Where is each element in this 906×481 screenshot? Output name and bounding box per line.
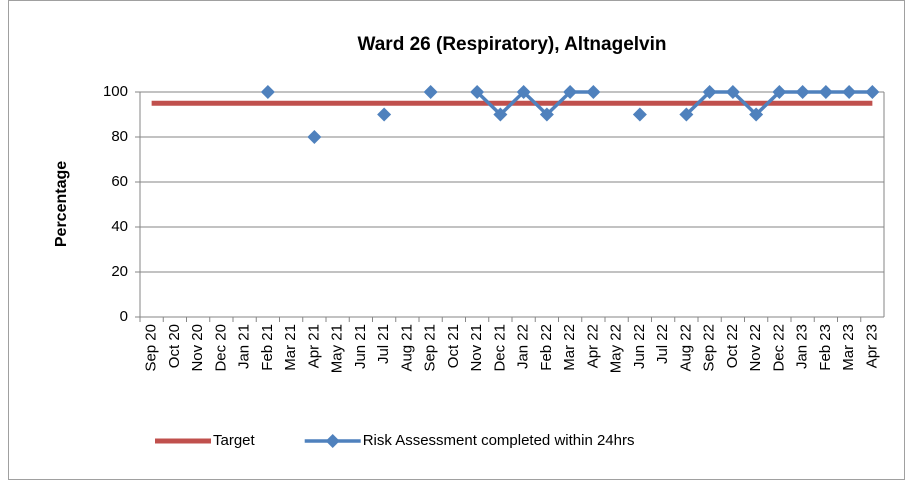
x-tick-label: Mar 22 (561, 324, 578, 371)
x-tick-label: Nov 20 (189, 324, 206, 372)
x-tick-label: Oct 22 (724, 324, 741, 368)
marker (749, 107, 764, 122)
y-tick-label: 80 (111, 128, 128, 145)
y-axis-label: Percentage (53, 161, 70, 247)
x-tick-label: Nov 22 (747, 324, 764, 372)
x-tick-label: Oct 21 (445, 324, 462, 368)
x-tick-label: Jan 21 (236, 324, 253, 369)
chart-title: Ward 26 (Respiratory), Altnagelvin (358, 34, 667, 55)
legend-label: Target (213, 432, 256, 449)
x-tick-label: Dec 21 (491, 324, 508, 372)
y-tick-label: 60 (111, 173, 128, 190)
y-tick-label: 100 (103, 83, 128, 100)
y-tick-label: 0 (120, 308, 128, 325)
x-tick-label: Aug 21 (398, 324, 415, 372)
x-tick-label: Mar 23 (840, 324, 857, 371)
y-tick-label: 40 (111, 218, 128, 235)
marker (563, 85, 578, 99)
marker (679, 107, 694, 122)
x-tick-label: Sep 22 (701, 324, 718, 372)
x-tick-label: Jun 22 (631, 324, 648, 369)
x-tick-label: Oct 20 (166, 324, 183, 368)
marker (725, 85, 740, 99)
marker (260, 85, 275, 99)
marker (539, 107, 554, 122)
x-tick-label: Jun 21 (352, 324, 369, 369)
x-tick-label: Feb 21 (259, 324, 276, 371)
x-tick-label: Jul 21 (375, 324, 392, 364)
x-tick-label: Jan 23 (794, 324, 811, 369)
chart-frame (8, 0, 905, 480)
x-tick-label: Feb 23 (817, 324, 834, 371)
x-tick-label: Mar 21 (282, 324, 299, 371)
y-tick-label: 20 (111, 263, 128, 280)
marker (493, 107, 508, 122)
x-tick-label: Dec 20 (212, 324, 229, 372)
x-tick-label: May 21 (329, 324, 346, 373)
x-tick-label: Apr 22 (584, 324, 601, 368)
legend-label: Risk Assessment completed within 24hrs (363, 432, 635, 449)
marker (423, 85, 438, 99)
marker (865, 85, 880, 99)
x-tick-label: Jul 22 (654, 324, 671, 364)
marker (818, 85, 833, 99)
x-tick-label: Apr 21 (305, 324, 322, 368)
x-tick-label: Sep 20 (143, 324, 160, 372)
x-tick-label: May 22 (608, 324, 625, 373)
x-tick-label: Jan 22 (515, 324, 532, 369)
marker (772, 85, 787, 99)
marker (702, 85, 717, 99)
x-tick-label: Nov 21 (468, 324, 485, 372)
legend-marker (325, 434, 340, 448)
marker (377, 107, 392, 122)
x-tick-label: Sep 21 (422, 324, 439, 372)
x-tick-label: Dec 22 (770, 324, 787, 372)
x-tick-label: Apr 23 (863, 324, 880, 368)
marker (516, 85, 531, 99)
x-tick-label: Feb 22 (538, 324, 555, 371)
marker (795, 85, 810, 99)
x-tick-label: Aug 22 (677, 324, 694, 372)
marker (586, 85, 601, 99)
marker (842, 85, 857, 99)
marker (632, 107, 647, 122)
marker (307, 130, 322, 144)
marker (470, 85, 485, 99)
